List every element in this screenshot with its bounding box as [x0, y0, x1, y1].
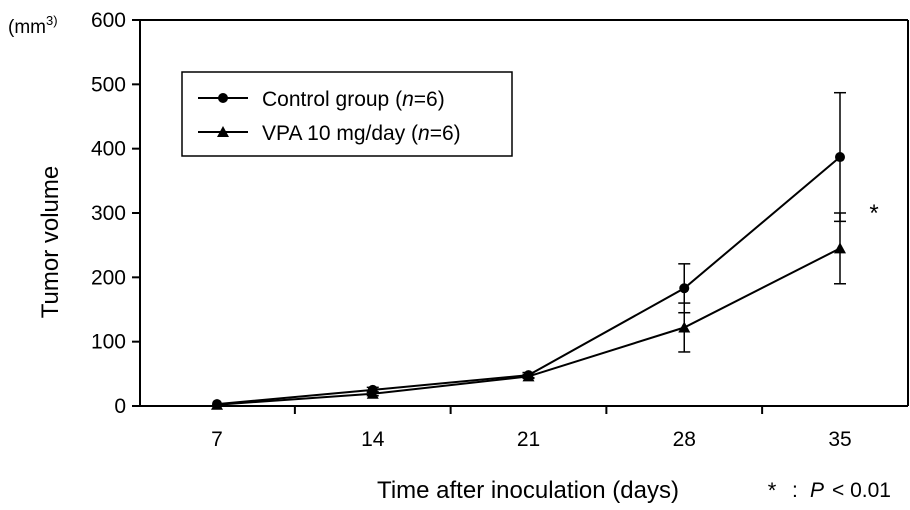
y-tick-label: 100 [91, 331, 126, 354]
data-point-vpa [678, 321, 691, 333]
footnote-condition: < 0.01 [832, 479, 891, 502]
data-point-control [679, 283, 690, 294]
data-point-vpa [211, 398, 223, 410]
series-lines [216, 156, 841, 406]
data-point-vpa [366, 387, 379, 399]
legend-marker-circle [218, 93, 228, 103]
y-tick-label: 600 [91, 9, 126, 32]
y-tick-label: 500 [91, 73, 126, 96]
significance-star: * [869, 200, 878, 227]
x-tick-label: 35 [828, 428, 851, 451]
footnote-star: * [768, 478, 777, 503]
x-tick-label: 28 [673, 428, 696, 451]
x-tick-label: 21 [517, 428, 540, 451]
legend-marker-triangle [217, 126, 229, 137]
x-ticks: 7 14 21 28 35 [211, 406, 852, 451]
data-point-vpa [522, 370, 535, 382]
series-line-control [216, 156, 841, 406]
y-tick-label: 0 [114, 395, 126, 418]
y-ticks: 0 100 200 300 400 500 600 [91, 9, 140, 418]
legend-label-control: Control group (n=6) [262, 88, 445, 111]
data-point-control [835, 152, 845, 163]
footnote-variable: P [810, 479, 824, 502]
x-axis-title: Time after inoculation (days) [377, 477, 679, 504]
x-tick-label: 7 [211, 428, 223, 451]
legend: Control group (n=6) VPA 10 mg/day (n=6) [181, 71, 513, 157]
legend-label-vpa: VPA 10 mg/day (n=6) [262, 122, 461, 145]
data-point-vpa [834, 242, 846, 254]
y-tick-label: 200 [91, 266, 126, 289]
y-tick-label: 300 [91, 202, 126, 225]
legend-box [181, 71, 513, 157]
series-markers [211, 152, 846, 410]
y-unit-label: (mm3) [8, 13, 58, 38]
y-axis-title: Tumor volume [37, 166, 64, 318]
x-tick-label: 14 [361, 428, 385, 451]
footnote-separator: : [792, 479, 798, 502]
y-tick-label: 400 [91, 138, 126, 161]
